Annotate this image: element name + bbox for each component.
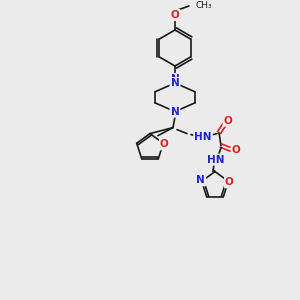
Text: O: O [232,145,240,154]
Text: O: O [225,177,234,187]
Text: O: O [171,10,179,20]
Text: HN: HN [207,154,225,165]
Text: CH₃: CH₃ [195,2,211,10]
Text: O: O [160,139,169,149]
Text: HN: HN [194,132,212,142]
Text: N: N [171,78,179,88]
Text: O: O [224,116,232,126]
Text: N: N [171,74,179,84]
Text: N: N [171,106,179,117]
Text: N: N [196,175,205,185]
